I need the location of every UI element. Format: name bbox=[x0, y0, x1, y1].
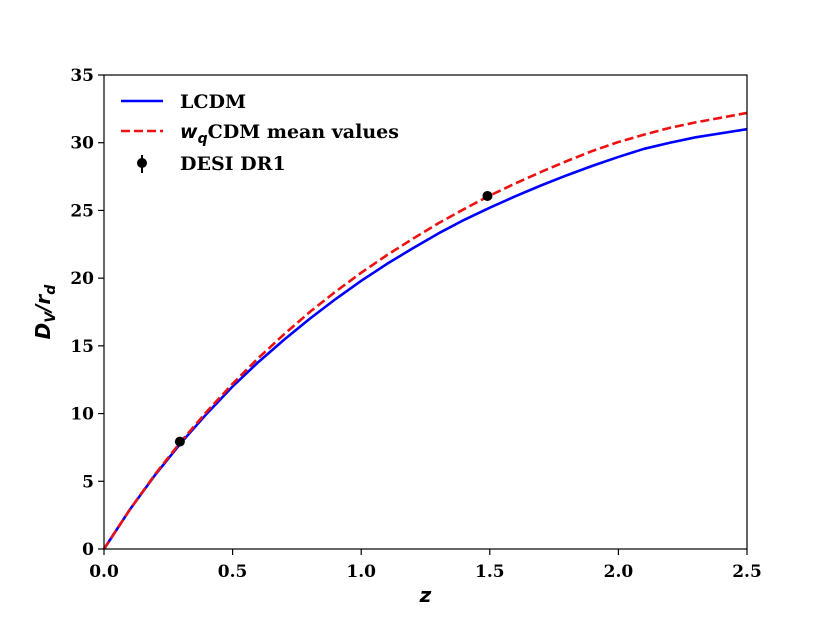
wqcdm-curve bbox=[102, 111, 748, 550]
y-label-sub2: d bbox=[43, 284, 59, 295]
plot-area: 0.0 0.5 1.0 1.5 2.0 2.5 0 5 10 15 20 25 30 35 bbox=[70, 66, 761, 582]
legend-wq-rest: CDM mean values bbox=[208, 121, 399, 143]
y-tick-label: 5 bbox=[82, 472, 94, 492]
x-tick-label: 0.5 bbox=[218, 562, 248, 582]
legend-label-desi: DESI DR1 bbox=[180, 153, 286, 175]
legend: LCDM wqCDM mean values DESI DR1 bbox=[121, 91, 399, 175]
legend-label-lcdm: LCDM bbox=[180, 91, 246, 113]
x-tick-label: 1.0 bbox=[346, 562, 376, 582]
axes-frame bbox=[103, 74, 748, 550]
x-tick-label: 2.5 bbox=[732, 562, 762, 582]
legend-label-wqcdm: wqCDM mean values bbox=[180, 121, 399, 147]
y-axis-label: DV/rd bbox=[31, 284, 59, 340]
series-layer bbox=[102, 111, 748, 550]
lcdm-curve bbox=[102, 127, 748, 550]
x-tick-label: 2.0 bbox=[604, 562, 634, 582]
y-tick-label: 20 bbox=[70, 269, 94, 289]
legend-marker-desi bbox=[137, 158, 147, 168]
y-tick-label: 15 bbox=[70, 337, 94, 357]
desi-data-point bbox=[174, 436, 185, 447]
y-tick-label: 10 bbox=[70, 405, 94, 425]
x-axis-label: z bbox=[419, 583, 432, 607]
x-axis-ticks: 0.0 0.5 1.0 1.5 2.0 2.5 bbox=[89, 549, 762, 582]
x-tick-label: 0.0 bbox=[89, 562, 119, 582]
x-tick-label: 1.5 bbox=[475, 562, 505, 582]
y-axis-ticks: 0 5 10 15 20 25 30 35 bbox=[70, 66, 104, 560]
y-label-main2: r bbox=[31, 294, 55, 305]
y-tick-label: 30 bbox=[70, 134, 94, 154]
desi-data-point bbox=[482, 190, 493, 201]
legend-wq-q: q bbox=[198, 131, 208, 147]
y-label-sub1: V bbox=[43, 311, 59, 323]
legend-wq-w: w bbox=[180, 121, 198, 143]
y-tick-label: 0 bbox=[82, 540, 94, 560]
y-tick-label: 35 bbox=[70, 66, 94, 86]
y-tick-label: 25 bbox=[70, 201, 94, 221]
y-label-main: D bbox=[31, 323, 55, 340]
y-label-sep: / bbox=[31, 303, 55, 314]
